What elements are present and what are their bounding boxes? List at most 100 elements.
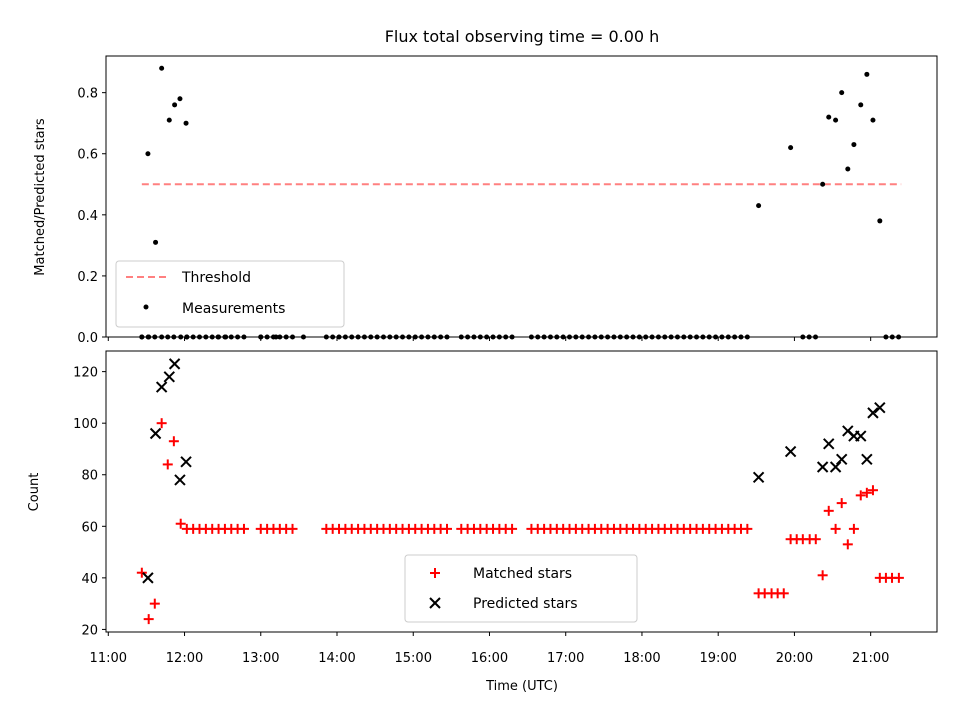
- legend-threshold-label: Threshold: [181, 270, 251, 286]
- matched-star-point: [507, 523, 518, 534]
- measurement-point: [833, 117, 839, 123]
- bottom-y-tick-label: 120: [73, 366, 98, 381]
- matched-star-point: [867, 485, 878, 496]
- measurement-point: [826, 114, 832, 120]
- matched-star-point: [162, 459, 173, 470]
- top-y-axis-label: Matched/Predicted stars: [33, 118, 48, 276]
- measurement-point: [820, 181, 826, 187]
- measurement-point: [858, 102, 864, 108]
- top-y-tick-label: 0.8: [77, 87, 98, 102]
- predicted-star-point: [823, 438, 835, 450]
- measurement-point: [183, 120, 189, 126]
- top-legend: Threshold Measurements: [115, 260, 345, 328]
- top-legend-box: [115, 260, 345, 328]
- measurement-point: [851, 142, 857, 148]
- matched-star-point: [836, 498, 847, 509]
- matched-star-point: [441, 523, 452, 534]
- bottom-x-tick-label: 14:00: [318, 651, 355, 666]
- matched-star-point: [149, 598, 160, 609]
- bottom-y-tick-label: 80: [81, 469, 98, 484]
- bottom-x-tick-label: 18:00: [623, 651, 660, 666]
- measurement-point: [177, 96, 183, 102]
- predicted-star-point: [874, 402, 886, 414]
- bottom-x-tick-label: 11:00: [90, 651, 127, 666]
- top-axes-frame: [105, 55, 938, 338]
- bottom-panel: 20 40 60 80 100 120 11:00 12:00 13:00 14:00 15:00 1…: [27, 350, 938, 694]
- matched-star-point: [742, 523, 753, 534]
- predicted-star-point: [149, 427, 162, 440]
- bottom-y-axis-label: Count: [27, 473, 42, 512]
- bottom-x-tick-label: 12:00: [166, 651, 203, 666]
- bottom-x-tick-label: 21:00: [852, 651, 889, 666]
- matched-star-point: [848, 523, 859, 534]
- measurement-point: [756, 203, 762, 209]
- legend-measurements-swatch: [143, 304, 149, 310]
- predicted-star-point: [168, 358, 181, 370]
- predicted-star-point: [752, 471, 765, 484]
- matched-star-point: [168, 436, 179, 447]
- matched-star-point: [778, 588, 789, 599]
- bottom-ticks: 20 40 60 80 100 120 11:00 12:00 13:00 14:00 15:00 1…: [73, 366, 889, 666]
- matched-star-point: [855, 490, 866, 501]
- top-y-tick-label: 0.2: [77, 270, 98, 285]
- matched-star-point: [893, 572, 904, 583]
- matched-star-point: [156, 418, 167, 429]
- measurement-point: [788, 145, 794, 151]
- predicted-star-point: [816, 461, 829, 473]
- matched-star-point: [136, 567, 147, 578]
- predicted-star-point: [174, 474, 186, 486]
- predicted-star-point: [163, 371, 175, 383]
- predicted-star-point: [155, 381, 168, 393]
- measurement-point: [864, 71, 870, 77]
- measurement-point: [839, 90, 845, 96]
- predicted-star-point: [829, 461, 842, 473]
- top-y-tick-label: 0.6: [77, 148, 98, 163]
- bottom-x-tick-label: 16:00: [471, 651, 508, 666]
- measurement-point: [159, 65, 165, 71]
- measurement-point: [877, 218, 883, 224]
- predicted-star-point: [142, 572, 154, 584]
- measurement-point: [172, 102, 178, 108]
- x-axis-label: Time (UTC): [485, 679, 558, 694]
- matched-star-point: [830, 523, 841, 534]
- bottom-plot-area: [136, 358, 904, 625]
- legend-matched-label: Matched stars: [473, 566, 572, 582]
- top-y-tick-label: 0.0: [77, 331, 98, 346]
- top-y-tick-label: 0.4: [77, 209, 98, 224]
- bottom-y-tick-label: 60: [81, 520, 98, 535]
- legend-matched-swatch: [430, 568, 440, 578]
- bottom-legend-box: [404, 554, 638, 623]
- matched-star-point: [143, 614, 154, 625]
- bottom-y-tick-label: 40: [81, 572, 98, 587]
- predicted-star-point: [784, 445, 797, 458]
- bottom-x-tick-label: 13:00: [242, 651, 279, 666]
- bottom-x-tick-label: 20:00: [776, 651, 813, 666]
- predicted-star-point: [180, 456, 192, 468]
- chart-title: Flux total observing time = 0.00 h: [385, 27, 660, 46]
- matched-star-point: [810, 534, 821, 545]
- predicted-star-point: [835, 453, 848, 465]
- matched-star-point: [238, 523, 249, 534]
- bottom-y-tick-label: 100: [73, 417, 98, 432]
- top-y-ticks: 0.0 0.2 0.4 0.6 0.8: [77, 87, 872, 346]
- bottom-y-tick-label: 20: [81, 623, 98, 638]
- bottom-x-tick-label: 15:00: [395, 651, 432, 666]
- measurement-point: [145, 151, 151, 157]
- predicted-star-point: [855, 430, 867, 442]
- matched-star-point: [823, 505, 834, 516]
- measurement-point: [845, 166, 851, 172]
- top-panel: 0.00.20.40.60.8 Matched/Predicted stars …: [33, 55, 938, 346]
- matched-star-point: [175, 518, 186, 529]
- measurement-point: [166, 117, 172, 123]
- bottom-x-tick-label: 19:00: [699, 651, 736, 666]
- matched-star-point: [817, 570, 828, 581]
- matched-star-point: [861, 487, 872, 498]
- legend-predicted-label: Predicted stars: [473, 596, 578, 612]
- matched-star-point: [287, 523, 298, 534]
- measurement-point: [870, 117, 876, 123]
- legend-measurements-label: Measurements: [182, 301, 285, 317]
- predicted-star-point: [861, 453, 873, 465]
- matched-star-point: [842, 539, 853, 550]
- predicted-star-point: [867, 407, 879, 419]
